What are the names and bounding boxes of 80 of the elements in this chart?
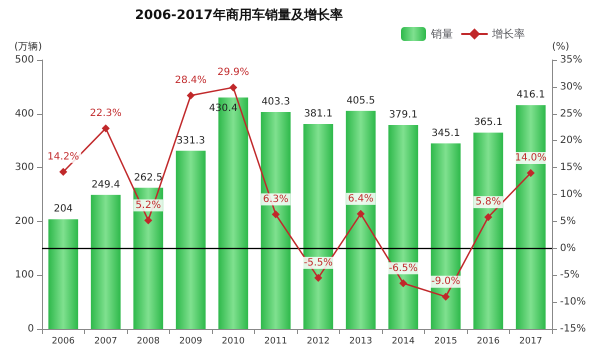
bar — [48, 219, 78, 329]
x-tick-label: 2013 — [349, 336, 372, 346]
data-label: 14.0% — [514, 152, 547, 164]
x-tick-label: 2010 — [222, 336, 245, 346]
data-label: 381.1 — [304, 108, 333, 120]
x-tick-label: 2007 — [94, 336, 118, 346]
data-label: 416.1 — [516, 90, 546, 101]
data-label: 6.4% — [348, 193, 374, 204]
data-label: -9.0% — [431, 276, 460, 288]
y2-tick-label: 15% — [560, 162, 582, 174]
data-label: 6.3% — [263, 194, 288, 205]
point — [484, 213, 492, 222]
data-label: 204 — [54, 204, 73, 215]
point — [314, 274, 322, 282]
bar — [133, 188, 164, 329]
bar — [430, 143, 461, 329]
y2-tick-label: 20% — [560, 135, 582, 146]
data-label: 5.8% — [476, 196, 501, 208]
x-tick-label: 2009 — [179, 336, 202, 346]
data-label: 345.1 — [431, 128, 460, 139]
data-label: 5.2% — [136, 200, 161, 211]
point — [229, 83, 238, 92]
data-label: 365.1 — [474, 117, 503, 128]
point — [442, 292, 450, 301]
x-tick-label: 2017 — [519, 336, 542, 346]
y2-tick-label: -15% — [560, 324, 586, 334]
y2-tick-label: -10% — [560, 296, 586, 308]
x-tick-label: 2016 — [476, 336, 500, 346]
data-label: 249.4 — [91, 179, 120, 190]
y2-tick-label: 5% — [560, 216, 576, 227]
y2-tick-label: 30% — [560, 81, 582, 92]
y-tick-label: 0 — [28, 324, 34, 334]
point — [526, 168, 535, 177]
y-tick-label: 500 — [14, 54, 34, 66]
legend-label: 销量 — [430, 28, 453, 40]
bar — [303, 124, 334, 329]
bar — [176, 150, 206, 329]
x-tick-label: 2014 — [392, 336, 415, 346]
y2-tick-label: 10% — [560, 189, 582, 200]
data-label: 262.5 — [134, 172, 163, 184]
data-label: 379.1 — [388, 110, 418, 121]
chart-title: 2006-2017年商用车销量及增长率 — [135, 7, 343, 23]
point — [272, 210, 280, 218]
y-tick-label: 300 — [14, 162, 34, 174]
y2-tick-label: 25% — [560, 108, 582, 120]
point — [399, 279, 408, 288]
point — [356, 210, 365, 218]
data-label: 29.9% — [217, 66, 250, 78]
data-label: 331.3 — [176, 135, 206, 146]
bar — [516, 105, 546, 329]
bar — [90, 194, 121, 329]
y-tick-label: 200 — [14, 216, 34, 227]
y2-tick-label: -5% — [560, 270, 580, 281]
y2-axis-title: (%) — [552, 42, 570, 52]
data-label: 14.2% — [47, 151, 80, 162]
point — [144, 216, 152, 224]
data-label: 403.3 — [261, 96, 290, 108]
data-label: -5.5% — [304, 257, 333, 268]
bar — [260, 112, 291, 329]
y2-tick-label: 35% — [560, 54, 582, 66]
legend-label: 增长率 — [491, 28, 525, 40]
point — [186, 92, 195, 100]
data-label: -6.5% — [388, 262, 418, 274]
data-label: 28.4% — [174, 75, 207, 86]
point — [59, 168, 68, 176]
y-tick-label: 400 — [14, 108, 34, 120]
bar — [473, 132, 504, 329]
data-label: 405.5 — [346, 95, 376, 106]
bar — [346, 110, 376, 329]
data-label: 22.3% — [90, 108, 122, 119]
x-tick-label: 2011 — [264, 336, 288, 346]
x-tick-label: 2012 — [306, 336, 330, 346]
point — [102, 124, 110, 132]
x-tick-label: 2015 — [434, 336, 458, 346]
x-tick-label: 2008 — [136, 336, 160, 346]
y-tick-label: 100 — [14, 270, 34, 281]
y-axis-title: (万辆) — [14, 40, 42, 52]
x-tick-label: 2006 — [52, 336, 75, 346]
bar — [388, 125, 418, 329]
y2-tick-label: 0% — [560, 242, 576, 254]
